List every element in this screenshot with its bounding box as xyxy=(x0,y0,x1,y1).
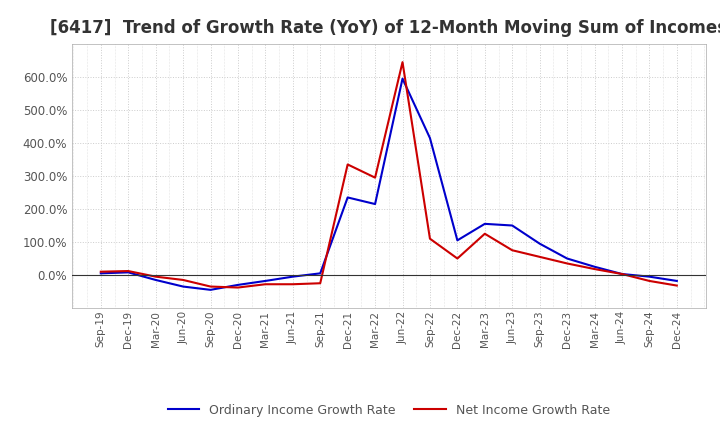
Net Income Growth Rate xyxy=(289,282,297,287)
Net Income Growth Rate xyxy=(206,284,215,289)
Net Income Growth Rate xyxy=(590,267,599,272)
Net Income Growth Rate xyxy=(618,271,626,277)
Net Income Growth Rate xyxy=(563,261,572,266)
Ordinary Income Growth Rate xyxy=(261,279,270,284)
Net Income Growth Rate xyxy=(151,274,160,279)
Ordinary Income Growth Rate xyxy=(398,76,407,81)
Ordinary Income Growth Rate xyxy=(480,221,489,227)
Net Income Growth Rate xyxy=(261,282,270,287)
Ordinary Income Growth Rate xyxy=(453,238,462,243)
Net Income Growth Rate xyxy=(480,231,489,236)
Ordinary Income Growth Rate xyxy=(179,284,187,289)
Ordinary Income Growth Rate xyxy=(206,287,215,293)
Ordinary Income Growth Rate xyxy=(316,271,325,276)
Ordinary Income Growth Rate xyxy=(618,271,626,277)
Ordinary Income Growth Rate xyxy=(536,241,544,246)
Net Income Growth Rate xyxy=(453,256,462,261)
Net Income Growth Rate xyxy=(124,268,132,274)
Net Income Growth Rate xyxy=(426,236,434,241)
Ordinary Income Growth Rate xyxy=(289,274,297,279)
Net Income Growth Rate xyxy=(179,277,187,282)
Net Income Growth Rate xyxy=(508,248,516,253)
Title: [6417]  Trend of Growth Rate (YoY) of 12-Month Moving Sum of Incomes: [6417] Trend of Growth Rate (YoY) of 12-… xyxy=(50,19,720,37)
Ordinary Income Growth Rate xyxy=(563,256,572,261)
Ordinary Income Growth Rate xyxy=(508,223,516,228)
Ordinary Income Growth Rate xyxy=(371,202,379,207)
Ordinary Income Growth Rate xyxy=(672,279,681,284)
Net Income Growth Rate xyxy=(645,279,654,284)
Ordinary Income Growth Rate xyxy=(124,270,132,275)
Net Income Growth Rate xyxy=(371,175,379,180)
Net Income Growth Rate xyxy=(672,283,681,288)
Ordinary Income Growth Rate xyxy=(233,282,242,288)
Line: Ordinary Income Growth Rate: Ordinary Income Growth Rate xyxy=(101,79,677,290)
Net Income Growth Rate xyxy=(96,269,105,275)
Ordinary Income Growth Rate xyxy=(151,277,160,282)
Net Income Growth Rate xyxy=(536,254,544,260)
Ordinary Income Growth Rate xyxy=(645,274,654,279)
Ordinary Income Growth Rate xyxy=(426,136,434,141)
Line: Net Income Growth Rate: Net Income Growth Rate xyxy=(101,62,677,288)
Net Income Growth Rate xyxy=(233,285,242,290)
Ordinary Income Growth Rate xyxy=(590,264,599,269)
Net Income Growth Rate xyxy=(398,59,407,65)
Legend: Ordinary Income Growth Rate, Net Income Growth Rate: Ordinary Income Growth Rate, Net Income … xyxy=(163,399,615,422)
Ordinary Income Growth Rate xyxy=(96,271,105,276)
Ordinary Income Growth Rate xyxy=(343,195,352,200)
Net Income Growth Rate xyxy=(343,162,352,167)
Net Income Growth Rate xyxy=(316,281,325,286)
